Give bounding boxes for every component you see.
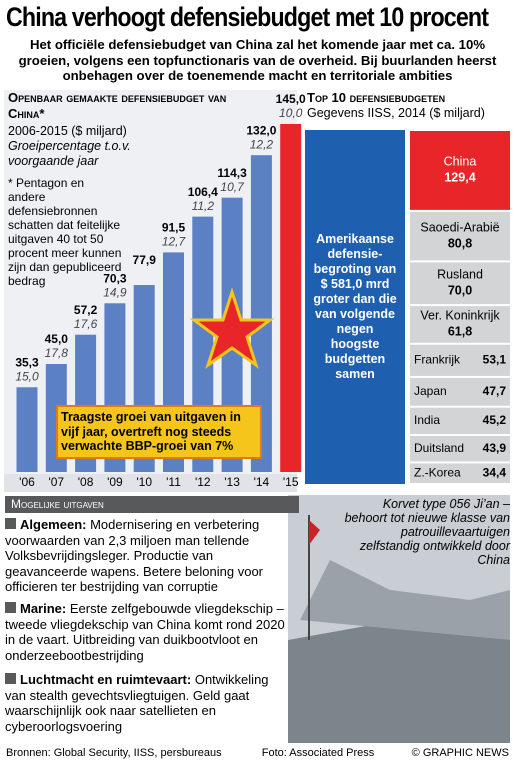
x-tick-label: '06 (19, 475, 35, 489)
value-label: 57,2 (74, 303, 98, 317)
value-label: 35,3 (15, 355, 39, 369)
cell-value: 34,4 (483, 465, 507, 479)
star (189, 287, 275, 369)
photo-flag (309, 520, 320, 545)
growth-label: 15,0 (15, 369, 39, 383)
year-strip (4, 474, 297, 492)
bar-note: * Pentagon en andere defensiebronnen sch… (8, 176, 122, 288)
cell-label: Duitsland (414, 441, 464, 455)
cell-label: Japan (414, 384, 447, 398)
copyright: © GRAPHIC NEWS (412, 747, 509, 759)
cell-value: 45,2 (483, 413, 507, 427)
growth-label: 10,0 (279, 106, 303, 120)
value-label: 132,0 (246, 123, 276, 137)
value-label: 114,3 (217, 166, 247, 180)
cell-value: 43,9 (483, 441, 507, 455)
treemap-cell (410, 211, 510, 261)
cell-value: 61,8 (448, 325, 472, 339)
section-item: Luchtmacht en ruimtevaart: Ontwikkeling … (5, 672, 293, 734)
x-tick-label: '07 (48, 475, 64, 489)
bar-subtitle: 2006-2015 ($ miljard) (8, 124, 127, 138)
cell-label: Frankrijk (414, 353, 461, 367)
x-tick-label: '08 (78, 475, 94, 489)
value-label: 70,3 (103, 271, 127, 285)
item-label: Marine: (20, 601, 67, 616)
x-tick-label: '15 (283, 475, 299, 489)
treemap-subtitle: Gegevens IISS, 2014 ($ miljard) (307, 106, 485, 120)
value-label: 106,4 (188, 185, 218, 199)
cell-value: 70,0 (448, 284, 472, 298)
growth-label: 12,2 (250, 137, 274, 151)
treemap-cell (410, 262, 510, 305)
cell-label: India (414, 413, 440, 427)
bar (16, 387, 38, 472)
treemap-cell (410, 344, 510, 376)
section-item: Algemeen: Modernisering en verbetering v… (5, 517, 293, 595)
us-annotation: Amerikaanse defensie-begroting van $ 581… (305, 130, 405, 484)
item-text: Modernisering en verbetering voorwaarden… (5, 517, 264, 594)
cell-value: 47,7 (483, 384, 507, 398)
title: China verhoogt defensiebudget met 10 pro… (6, 2, 489, 32)
growth-label: 10,7 (220, 180, 245, 194)
value-label: 91,5 (162, 221, 186, 235)
value-label: 77,9 (133, 253, 157, 267)
item-label: Algemeen: (20, 517, 87, 532)
x-tick-label: '14 (254, 475, 270, 489)
growth-label: 12,7 (162, 235, 187, 249)
photo-ship-deck (300, 560, 510, 640)
cell-value: 53,1 (483, 353, 507, 367)
treemap-cell (410, 463, 510, 483)
x-tick-label: '11 (166, 475, 181, 489)
value-label: 45,0 (45, 332, 69, 346)
cell-label: Z.-Korea (414, 465, 461, 479)
bar-title: Openbaar gemaakte defensiebudget van Chi… (8, 90, 227, 121)
item-text: Ontwikkeling van stealth gevechtsvliegtu… (5, 672, 269, 734)
cell-label: China (444, 155, 477, 169)
annotation: Traagste groei van uitgaven in vijf jaar… (56, 405, 262, 459)
bullet (5, 673, 16, 684)
growth-label: 17,6 (74, 317, 98, 331)
bar (280, 124, 302, 472)
bullet (5, 518, 16, 529)
x-tick-label: '09 (107, 475, 123, 489)
treemap-cell (410, 306, 510, 343)
bar (250, 155, 272, 472)
value-label: 145,0 (276, 92, 306, 106)
treemap-title: Top 10 defensiebudgeten (307, 90, 446, 105)
x-tick-label: '12 (195, 475, 211, 489)
cell-label: Saoedi-Arabië (420, 220, 499, 234)
x-tick-label: '13 (224, 475, 240, 489)
section-item: Marine: Eerste zelfgebouwde vliegdekschi… (5, 601, 293, 663)
photo-credit: Foto: Associated Press (262, 747, 375, 759)
subtitle: Het officiële defensiebudget van China z… (18, 37, 497, 83)
cell-label: Rusland (437, 268, 483, 282)
treemap-cell (410, 407, 510, 434)
treemap-cell (410, 131, 510, 210)
item-text: Eerste zelfgebouwde vliegdekschip – twee… (5, 601, 285, 663)
treemap-cell (410, 377, 510, 406)
cell-value: 80,8 (448, 236, 472, 250)
photo-caption: Korvet type 056 Ji’an – behoort tot nieu… (344, 497, 510, 567)
sources: Bronnen: Global Security, IISS, persbure… (6, 747, 222, 759)
cell-value: 129,4 (444, 171, 475, 185)
item-label: Luchtmacht en ruimtevaart: (20, 672, 192, 687)
treemap-cell (410, 436, 510, 462)
x-tick-label: '10 (136, 475, 152, 489)
bullet (5, 602, 16, 613)
growth-label: 17,8 (45, 346, 69, 360)
growth-label: 11,2 (192, 199, 215, 213)
photo-ship (288, 600, 510, 743)
section-title: Mogelijke uitgaven (5, 496, 299, 513)
us-text: Amerikaanse defensie-begroting van $ 581… (313, 232, 397, 381)
cell-label: Ver. Koninkrijk (420, 309, 500, 323)
growth-label: 14,9 (103, 285, 127, 299)
growth-title: Groeipercentage t.o.v. voorgaande jaar (8, 139, 131, 168)
